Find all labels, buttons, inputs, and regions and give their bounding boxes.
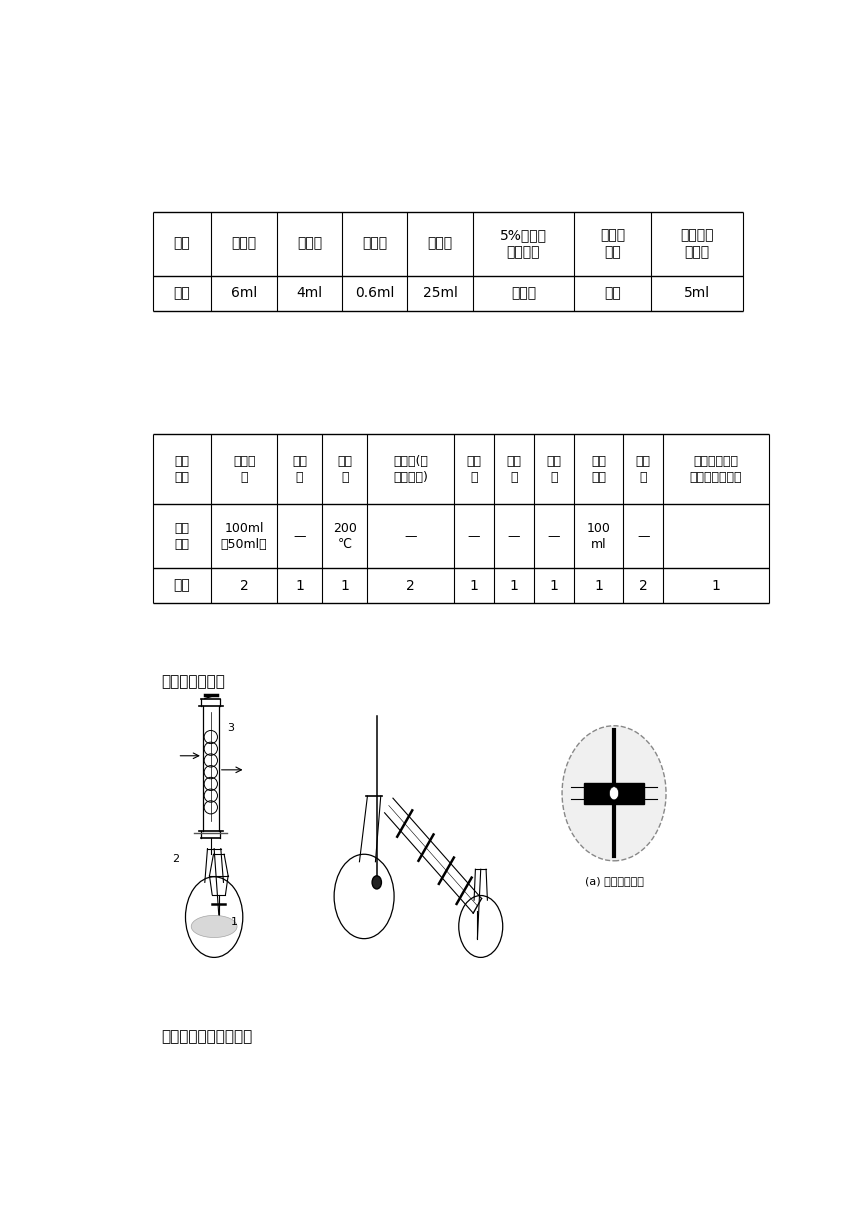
Text: 100
ml: 100 ml bbox=[587, 521, 611, 551]
Text: 1: 1 bbox=[230, 917, 238, 927]
Text: 无水硫
酸镁: 无水硫 酸镁 bbox=[599, 228, 625, 259]
Text: 仪器
名称: 仪器 名称 bbox=[175, 454, 190, 484]
Text: 加热装置（电
炉、铁架台等）: 加热装置（电 炉、铁架台等） bbox=[690, 454, 742, 484]
Text: —: — bbox=[548, 530, 561, 543]
Text: 4ml: 4ml bbox=[297, 286, 322, 301]
Text: 200
℃: 200 ℃ bbox=[333, 521, 357, 551]
Text: —: — bbox=[468, 530, 481, 543]
Text: 5ml: 5ml bbox=[684, 286, 710, 301]
Text: 锥形
瓶: 锥形 瓶 bbox=[636, 454, 651, 484]
Circle shape bbox=[610, 787, 618, 800]
Text: 1: 1 bbox=[594, 579, 603, 592]
Text: (a) 温度计的位置: (a) 温度计的位置 bbox=[585, 876, 643, 885]
Circle shape bbox=[372, 876, 382, 889]
Text: 2: 2 bbox=[240, 579, 249, 592]
Text: —: — bbox=[404, 530, 417, 543]
Text: 六、实验步骤及现象：: 六、实验步骤及现象： bbox=[161, 1029, 252, 1045]
Text: 玻璃
棒: 玻璃 棒 bbox=[547, 454, 562, 484]
Text: —: — bbox=[507, 530, 520, 543]
Text: 2: 2 bbox=[172, 854, 179, 864]
Ellipse shape bbox=[191, 916, 237, 938]
Text: 1: 1 bbox=[510, 579, 519, 592]
Text: 1: 1 bbox=[470, 579, 478, 592]
Text: 分液
漏斗: 分液 漏斗 bbox=[591, 454, 606, 484]
Text: 冷凝管(球
形，直形): 冷凝管(球 形，直形) bbox=[393, 454, 428, 484]
Text: 温度
计: 温度 计 bbox=[337, 454, 353, 484]
Text: 1: 1 bbox=[550, 579, 558, 592]
Text: 分水
器: 分水 器 bbox=[292, 454, 307, 484]
Text: 3: 3 bbox=[227, 722, 235, 733]
Text: 1: 1 bbox=[295, 579, 304, 592]
Text: 25ml: 25ml bbox=[422, 286, 458, 301]
Text: 饱和食盐
水溶液: 饱和食盐 水溶液 bbox=[680, 228, 714, 259]
Text: 1: 1 bbox=[711, 579, 721, 592]
Text: 接收
管: 接收 管 bbox=[467, 454, 482, 484]
Text: 试剂: 试剂 bbox=[174, 236, 191, 251]
Text: 0.6ml: 0.6ml bbox=[355, 286, 395, 301]
Text: —: — bbox=[637, 530, 649, 543]
Ellipse shape bbox=[562, 726, 666, 861]
Text: 仪器
规格: 仪器 规格 bbox=[175, 521, 190, 551]
Text: 100ml
（50ml）: 100ml （50ml） bbox=[221, 521, 267, 551]
Text: 异戊醇: 异戊醇 bbox=[231, 236, 256, 251]
Text: 5%碳酸氢
钠水溶液: 5%碳酸氢 钠水溶液 bbox=[500, 228, 547, 259]
Text: 环己烷: 环己烷 bbox=[427, 236, 452, 251]
Text: 蒸馏
头: 蒸馏 头 bbox=[507, 454, 521, 484]
Text: —: — bbox=[293, 530, 305, 543]
Text: 1: 1 bbox=[341, 579, 349, 592]
Text: 圆底烧
瓶: 圆底烧 瓶 bbox=[233, 454, 255, 484]
Text: 2: 2 bbox=[407, 579, 415, 592]
Text: 五、仪器装置：: 五、仪器装置： bbox=[161, 675, 224, 689]
Text: 浓硫酸: 浓硫酸 bbox=[362, 236, 387, 251]
Text: 至中性: 至中性 bbox=[511, 286, 536, 301]
FancyBboxPatch shape bbox=[584, 783, 644, 804]
Text: 数量: 数量 bbox=[174, 579, 191, 592]
Text: 6ml: 6ml bbox=[231, 286, 257, 301]
Text: 2: 2 bbox=[639, 579, 648, 592]
Text: 用量: 用量 bbox=[174, 286, 191, 301]
Text: 冰醋酸: 冰醋酸 bbox=[297, 236, 322, 251]
Text: 适量: 适量 bbox=[604, 286, 621, 301]
